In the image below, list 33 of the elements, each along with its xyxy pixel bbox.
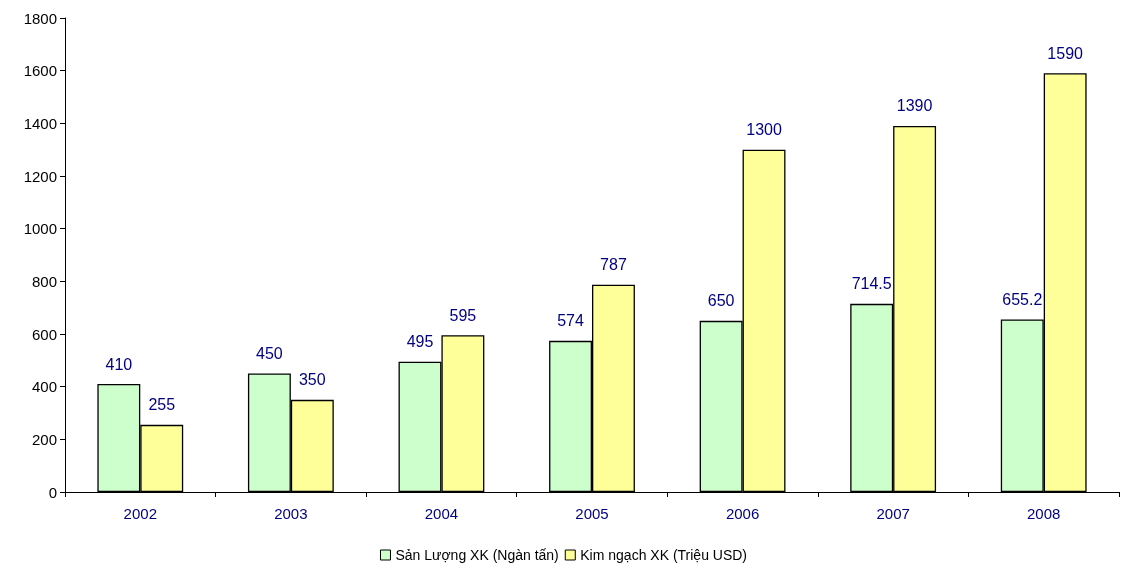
y-tick-label: 0	[48, 483, 57, 501]
data-label: 255	[148, 396, 176, 414]
y-tick-label: 1400	[23, 114, 57, 132]
data-label: 350	[298, 371, 326, 389]
data-label: 595	[449, 306, 477, 324]
y-tick-label: 1200	[23, 167, 57, 185]
data-label: 714.5	[851, 275, 892, 293]
data-label: 450	[256, 345, 283, 362]
data-label: 1390	[896, 97, 933, 115]
data-label: 787	[600, 256, 627, 274]
x-tick-label: 2008	[1027, 505, 1061, 522]
data-label: 574	[557, 312, 584, 330]
data-label: 495	[406, 333, 434, 351]
data-label: 410	[105, 355, 133, 373]
data-label: 1300	[746, 121, 782, 139]
data-label: 650	[707, 292, 735, 310]
y-tick-label: 400	[31, 378, 57, 396]
y-tick-label: 200	[31, 430, 57, 448]
data-label: 655.2	[1002, 290, 1043, 308]
data-label: 1590	[1047, 44, 1084, 62]
x-tick-label: 2005	[575, 505, 609, 522]
x-tick-label: 2002	[123, 505, 157, 522]
legend-label: Kim ngạch XK (Triệu USD)	[580, 547, 748, 563]
y-tick-label: 1000	[23, 220, 57, 238]
x-tick-label: 2003	[274, 505, 308, 522]
y-tick-label: 1800	[23, 9, 57, 27]
y-tick-label: 600	[31, 325, 57, 343]
x-tick-label: 2006	[725, 505, 760, 522]
x-tick-label: 2007	[876, 505, 910, 522]
x-tick-label: 2004	[424, 505, 459, 522]
y-tick-label: 800	[31, 272, 57, 290]
legend-label: Sản Lượng XK (Ngàn tấn)	[395, 547, 559, 563]
y-tick-label: 1600	[23, 62, 57, 80]
